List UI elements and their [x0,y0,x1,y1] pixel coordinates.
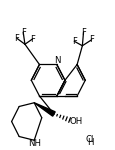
Text: F: F [21,28,25,37]
Text: N: N [53,56,60,65]
Text: NH: NH [28,139,41,148]
Text: F: F [14,34,19,43]
Text: F: F [80,28,85,37]
Text: F: F [71,37,76,46]
Text: Cl: Cl [85,135,93,144]
Text: F: F [88,35,93,44]
Text: OH: OH [69,117,82,126]
Text: H: H [86,138,92,147]
Polygon shape [34,103,55,116]
Text: F: F [30,34,35,43]
